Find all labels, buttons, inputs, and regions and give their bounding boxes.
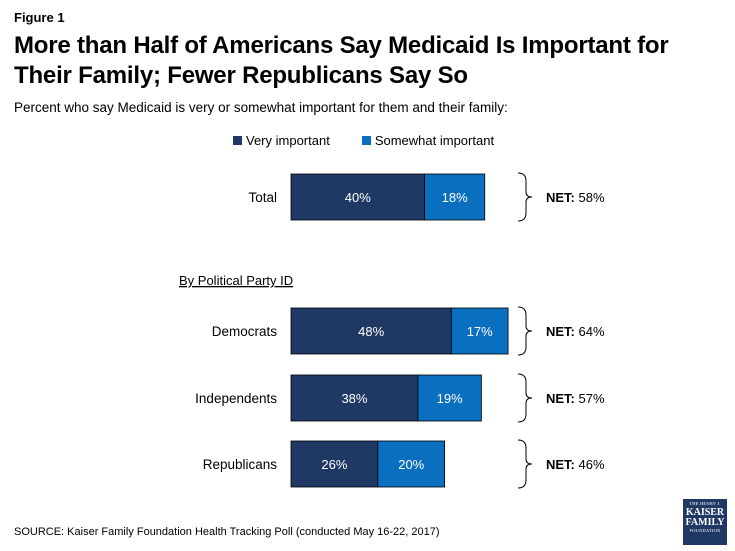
category-label-total: Total (248, 190, 277, 205)
data-label-democrats-very-important: 48% (358, 324, 384, 339)
bar-independents-somewhat-important (417, 374, 482, 422)
legend-swatch-somewhat-important (361, 136, 371, 145)
legend-item-very-important: Very important (233, 133, 330, 148)
source-note: SOURCE: Kaiser Family Foundation Health … (14, 526, 440, 538)
bar-democrats-very-important (290, 307, 452, 355)
category-label-independents: Independents (195, 391, 277, 406)
data-label-independents-somewhat-important: 19% (437, 391, 463, 406)
net-label-total: NET: 58% (546, 190, 605, 205)
data-label-total-very-important: 40% (345, 190, 371, 205)
bar-democrats-somewhat-important (450, 307, 509, 355)
legend-label-somewhat-important: Somewhat important (374, 133, 495, 148)
chart-title: More than Half of Americans Say Medicaid… (14, 32, 669, 89)
group-label: By Political Party ID (179, 273, 293, 288)
figure-label: Figure 1 (14, 10, 65, 25)
bracket-independents (517, 373, 533, 423)
chart-subtitle: Percent who say Medicaid is very or some… (14, 100, 508, 115)
data-label-democrats-somewhat-important: 17% (467, 324, 493, 339)
bar-independents-very-important (290, 374, 419, 422)
legend-item-somewhat-important: Somewhat important (361, 133, 495, 148)
data-label-republicans-very-important: 26% (321, 457, 347, 472)
kff-logo: THE HENRY J. KAISER FAMILY FOUNDATION (683, 499, 727, 545)
legend-label-very-important: Very important (246, 133, 330, 148)
bar-republicans-very-important (290, 440, 379, 488)
legend: Very important Somewhat important (233, 133, 494, 148)
bracket-total (517, 172, 533, 222)
net-label-independents: NET: 57% (546, 391, 605, 406)
net-label-republicans: NET: 46% (546, 457, 605, 472)
bar-total-very-important (290, 173, 426, 221)
data-label-republicans-somewhat-important: 20% (398, 457, 424, 472)
bracket-republicans (517, 439, 533, 489)
data-label-independents-very-important: 38% (341, 391, 367, 406)
bar-republicans-somewhat-important (377, 440, 446, 488)
data-label-total-somewhat-important: 18% (442, 190, 468, 205)
net-label-democrats: NET: 64% (546, 324, 605, 339)
bracket-democrats (517, 306, 533, 356)
category-label-democrats: Democrats (212, 324, 278, 339)
bar-total-somewhat-important (424, 173, 486, 221)
legend-swatch-very-important (233, 136, 242, 145)
category-label-republicans: Republicans (203, 457, 278, 472)
